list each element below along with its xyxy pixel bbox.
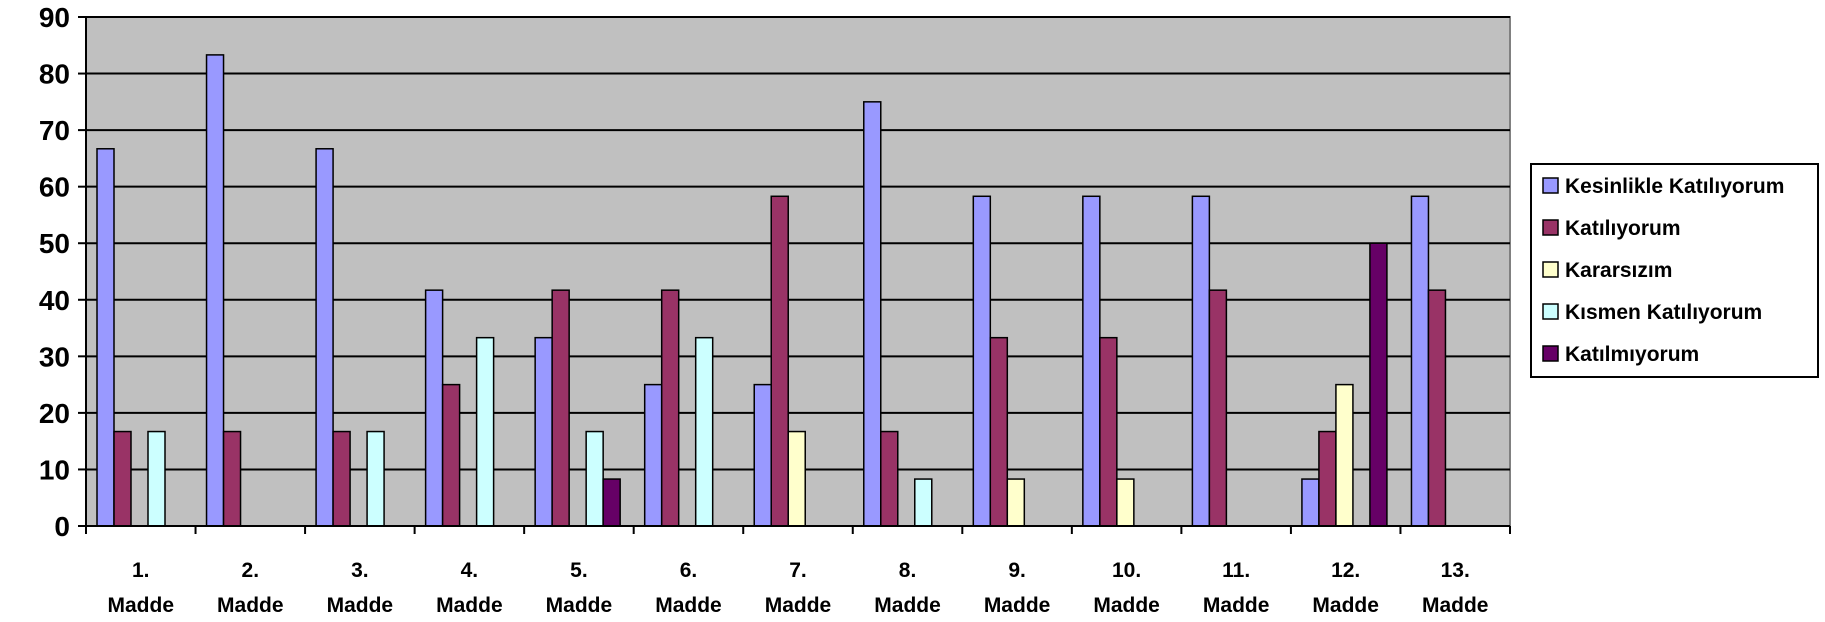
x-tick-label: 10. Madde — [1093, 559, 1160, 617]
legend-swatch — [1542, 177, 1559, 194]
bar — [770, 195, 789, 527]
x-tick-label: 4. Madde — [436, 559, 503, 617]
x-tick-label: 3. Madde — [327, 559, 394, 617]
legend-label: Katılmıyorum — [1565, 343, 1699, 366]
bar — [147, 430, 166, 527]
y-tick-label: 40 — [39, 285, 70, 316]
y-tick-label: 80 — [39, 59, 70, 90]
legend: Kesinlikle Katılıyorum Katılıyorum Kararsı… — [1530, 163, 1819, 378]
bar — [113, 430, 132, 527]
legend-label: Kararsızım — [1565, 259, 1672, 282]
bar — [441, 383, 461, 527]
x-tick-label: 5. Madde — [546, 559, 613, 617]
x-tick-label: 9. Madde — [984, 559, 1051, 617]
legend-box — [1530, 163, 1819, 378]
x-tick-label: 12. Madde — [1312, 559, 1379, 617]
bar — [753, 383, 772, 527]
bar — [1301, 478, 1320, 527]
bar — [205, 54, 225, 527]
legend-swatch — [1542, 345, 1559, 362]
bar — [694, 336, 714, 527]
bar — [534, 336, 553, 527]
x-axis-labels: 1. Madde 2. Madde 3. Madde 4. Madde 5. Madde 6. Mad… — [108, 559, 1489, 617]
x-tick-label: 8. Madde — [874, 559, 941, 617]
bar — [643, 383, 663, 527]
bar — [1335, 383, 1354, 527]
y-tick-label: 10 — [39, 454, 70, 485]
bar — [1191, 195, 1211, 527]
bar — [366, 430, 385, 527]
bar — [424, 289, 444, 527]
legend-swatch — [1542, 219, 1559, 236]
bar — [585, 430, 604, 527]
bar — [914, 478, 933, 527]
bar — [1099, 336, 1118, 527]
x-tick-label: 13. Madde — [1422, 559, 1489, 617]
axes — [85, 17, 1511, 534]
bar — [972, 195, 992, 527]
bars — [96, 54, 1447, 527]
bar — [880, 430, 899, 527]
x-tick-label: 1. Madde — [108, 559, 175, 617]
bar — [1369, 242, 1388, 527]
bar — [1427, 289, 1447, 527]
bar — [1006, 478, 1026, 527]
x-tick-label: 11. Madde — [1203, 559, 1270, 617]
bar — [332, 430, 351, 527]
legend-label: Kesinlikle Katılıyorum — [1565, 175, 1784, 198]
bar — [1116, 478, 1135, 527]
bar — [863, 101, 882, 527]
legend-label: Katılıyorum — [1565, 217, 1681, 240]
y-tick-label: 50 — [39, 228, 70, 259]
x-tick-label: 2. Madde — [217, 559, 284, 617]
y-axis-ticks: 0 10 20 30 40 50 60 70 80 90 — [39, 2, 86, 542]
y-tick-label: 20 — [39, 398, 70, 429]
x-tick-label: 6. Madde — [655, 559, 722, 617]
bar — [222, 430, 242, 527]
bar — [1208, 289, 1228, 527]
y-tick-label: 30 — [39, 341, 70, 372]
bar — [475, 336, 495, 527]
bar — [787, 430, 806, 527]
bar — [1410, 195, 1430, 527]
y-tick-label: 70 — [39, 115, 70, 146]
bar — [989, 336, 1009, 527]
legend-swatch — [1542, 303, 1559, 320]
bar — [551, 289, 570, 527]
bar — [1082, 195, 1101, 527]
y-tick-label: 60 — [39, 172, 70, 203]
bar — [602, 478, 621, 527]
legend-swatch — [1542, 261, 1559, 278]
x-tick-label: 7. Madde — [765, 559, 832, 617]
bar — [315, 148, 334, 527]
bar — [96, 148, 115, 527]
bar — [1318, 430, 1337, 527]
y-tick-label: 0 — [54, 511, 70, 542]
bar — [660, 289, 680, 527]
legend-label: Kısmen Katılıyorum — [1565, 301, 1762, 324]
y-tick-label: 90 — [39, 2, 70, 33]
